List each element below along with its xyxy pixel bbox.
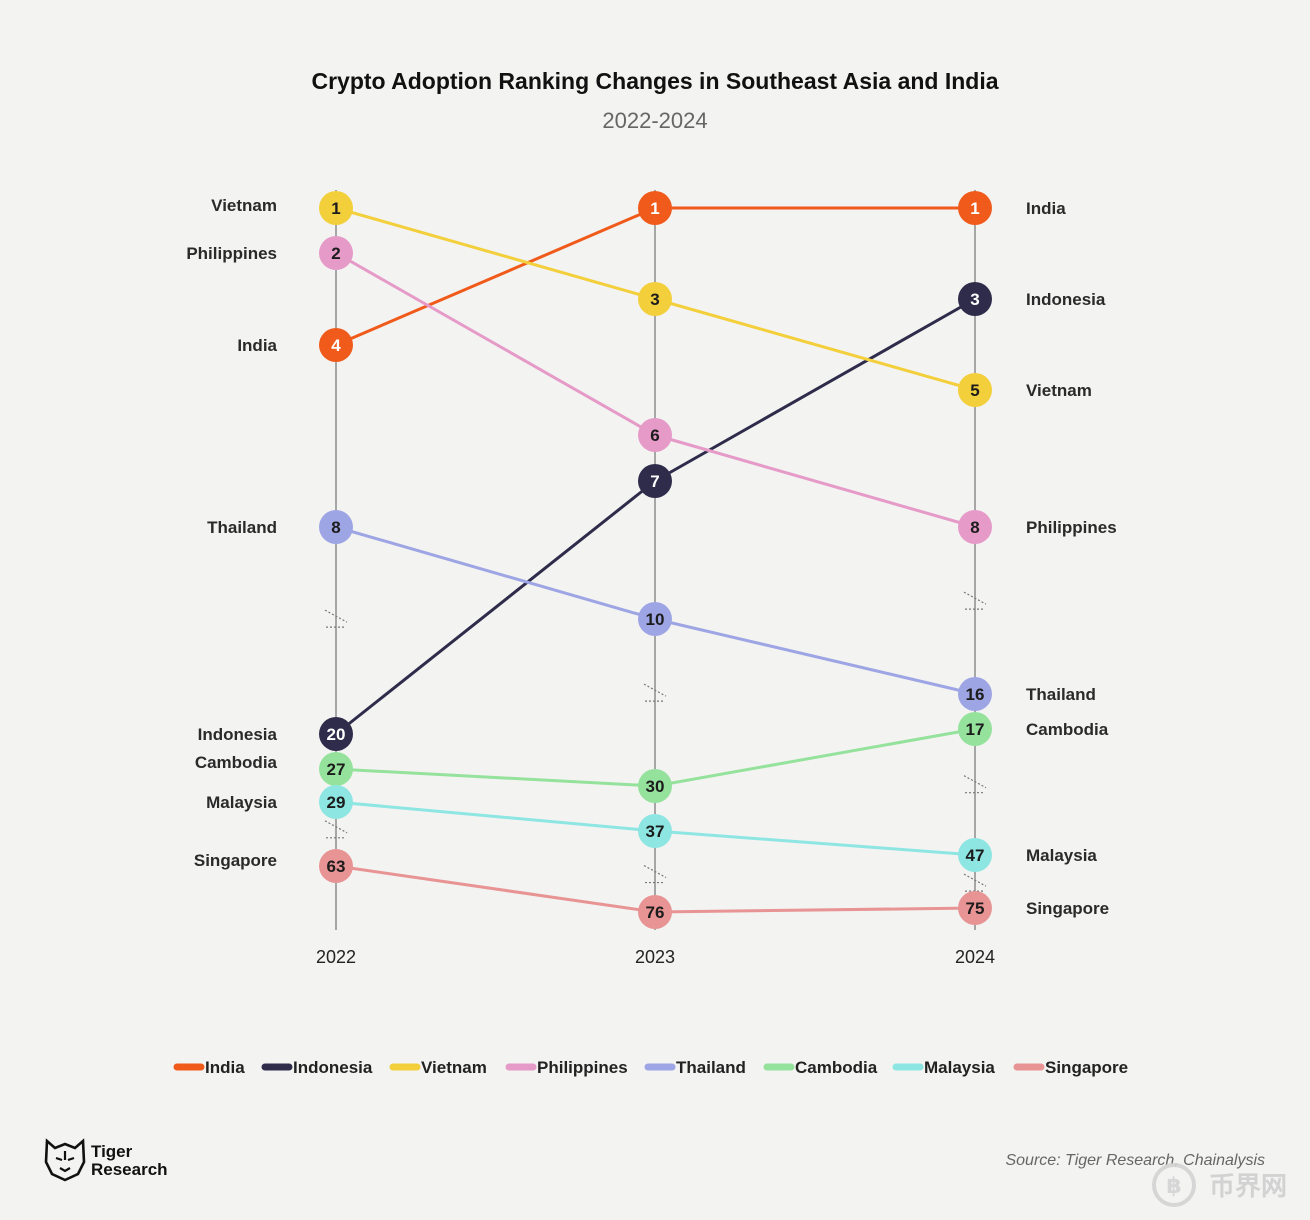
legend-label-malaysia: Malaysia xyxy=(924,1058,995,1077)
right-label-vietnam: Vietnam xyxy=(1026,381,1092,400)
right-label-india: India xyxy=(1026,199,1066,218)
left-label-philippines: Philippines xyxy=(186,244,277,263)
marker-vietnam-2022 xyxy=(319,191,353,225)
marker-philippines-2022 xyxy=(319,236,353,270)
marker-singapore-2023 xyxy=(638,895,672,929)
marker-malaysia-2024 xyxy=(958,838,992,872)
axis-break-mark xyxy=(963,591,987,605)
watermark-text: 币界网 xyxy=(1209,1171,1287,1201)
rank-label-malaysia-2023: 37 xyxy=(646,822,665,841)
marker-thailand-2024 xyxy=(958,677,992,711)
marker-thailand-2023 xyxy=(638,602,672,636)
left-label-singapore: Singapore xyxy=(194,851,277,870)
rank-label-cambodia-2023: 30 xyxy=(646,777,665,796)
rank-label-india-2023: 1 xyxy=(650,199,659,218)
source-note: Source: Tiger Research, Chainalysis xyxy=(1005,1152,1265,1169)
axis-break-mark xyxy=(643,865,667,879)
axis-break-mark xyxy=(643,683,667,697)
watermark-coin-icon: ฿ xyxy=(1152,1163,1196,1207)
axis-break-mark xyxy=(324,609,348,623)
year-label-2024: 2024 xyxy=(955,947,995,967)
svg-text:฿: ฿ xyxy=(1166,1173,1181,1198)
marker-singapore-2024 xyxy=(958,891,992,925)
axis-break-mark xyxy=(963,873,987,887)
marker-malaysia-2022 xyxy=(319,785,353,819)
marker-indonesia-2023 xyxy=(638,464,672,498)
legend-label-thailand: Thailand xyxy=(676,1058,746,1077)
rank-label-cambodia-2022: 27 xyxy=(327,760,346,779)
legend: India Indonesia Vietnam Philippines Thailand… xyxy=(173,1058,1128,1077)
rank-label-singapore-2024: 75 xyxy=(966,899,985,918)
rank-label-india-2022: 4 xyxy=(331,336,341,355)
rank-label-india-2024: 1 xyxy=(970,199,979,218)
legend-label-philippines: Philippines xyxy=(537,1058,628,1077)
marker-cambodia-2023 xyxy=(638,769,672,803)
rank-label-cambodia-2024: 17 xyxy=(966,720,985,739)
marker-vietnam-2024 xyxy=(958,373,992,407)
rank-label-thailand-2022: 8 xyxy=(331,518,340,537)
marker-malaysia-2023 xyxy=(638,814,672,848)
brand-name-line2: Research xyxy=(91,1160,168,1179)
series-markers: 4 1 1 20 7 3 1 3 5 2 6 8 8 10 16 27 30 17 29 37 47 63 76 75 xyxy=(319,191,992,929)
chart-subtitle: 2022-2024 xyxy=(602,108,707,133)
rank-label-thailand-2023: 10 xyxy=(646,610,665,629)
right-label-cambodia: Cambodia xyxy=(1026,720,1109,739)
year-label-2023: 2023 xyxy=(635,947,675,967)
marker-india-2022 xyxy=(319,328,353,362)
left-label-india: India xyxy=(237,336,277,355)
left-label-vietnam: Vietnam xyxy=(211,196,277,215)
marker-india-2024 xyxy=(958,191,992,225)
rank-label-malaysia-2024: 47 xyxy=(966,846,985,865)
axis-break-mark xyxy=(963,775,987,789)
marker-singapore-2022 xyxy=(319,849,353,883)
rank-label-philippines-2024: 8 xyxy=(970,518,979,537)
right-label-indonesia: Indonesia xyxy=(1026,290,1106,309)
brand-logo: Tiger Research xyxy=(44,1138,168,1182)
marker-philippines-2024 xyxy=(958,510,992,544)
rank-label-singapore-2023: 76 xyxy=(646,903,665,922)
rank-label-philippines-2023: 6 xyxy=(650,426,659,445)
year-label-2022: 2022 xyxy=(316,947,356,967)
legend-label-indonesia: Indonesia xyxy=(293,1058,373,1077)
rank-label-thailand-2024: 16 xyxy=(966,685,985,704)
left-label-malaysia: Malaysia xyxy=(206,793,277,812)
right-label-malaysia: Malaysia xyxy=(1026,846,1097,865)
axis-break-mark xyxy=(324,820,348,834)
legend-label-singapore: Singapore xyxy=(1045,1058,1128,1077)
chart-title: Crypto Adoption Ranking Changes in South… xyxy=(311,68,998,94)
rank-label-malaysia-2022: 29 xyxy=(327,793,346,812)
brand-name-line1: Tiger xyxy=(91,1142,133,1161)
rank-label-vietnam-2024: 5 xyxy=(970,381,979,400)
right-label-thailand: Thailand xyxy=(1026,685,1096,704)
rank-label-indonesia-2022: 20 xyxy=(327,725,346,744)
tiger-logo-icon xyxy=(44,1138,86,1182)
marker-cambodia-2024 xyxy=(958,712,992,746)
marker-philippines-2023 xyxy=(638,418,672,452)
right-label-singapore: Singapore xyxy=(1026,899,1109,918)
rank-label-singapore-2022: 63 xyxy=(327,857,346,876)
rank-label-indonesia-2024: 3 xyxy=(970,290,979,309)
marker-india-2023 xyxy=(638,191,672,225)
rank-label-philippines-2022: 2 xyxy=(331,244,340,263)
year-tick-labels: 2022 2023 2024 xyxy=(316,947,995,967)
marker-thailand-2022 xyxy=(319,510,353,544)
legend-label-vietnam: Vietnam xyxy=(421,1058,487,1077)
marker-cambodia-2022 xyxy=(319,752,353,786)
marker-indonesia-2024 xyxy=(958,282,992,316)
watermark: ฿ 币界网 xyxy=(1152,1163,1287,1207)
legend-label-cambodia: Cambodia xyxy=(795,1058,878,1077)
rank-label-vietnam-2023: 3 xyxy=(650,290,659,309)
right-label-philippines: Philippines xyxy=(1026,518,1117,537)
rank-label-vietnam-2022: 1 xyxy=(331,199,340,218)
left-label-indonesia: Indonesia xyxy=(198,725,278,744)
marker-vietnam-2023 xyxy=(638,282,672,316)
country-labels: Vietnam Philippines India Thailand Indonesia… xyxy=(186,196,1116,918)
marker-indonesia-2022 xyxy=(319,717,353,751)
left-label-thailand: Thailand xyxy=(207,518,277,537)
left-label-cambodia: Cambodia xyxy=(195,753,278,772)
legend-label-india: India xyxy=(205,1058,245,1077)
rank-label-indonesia-2023: 7 xyxy=(650,472,659,491)
